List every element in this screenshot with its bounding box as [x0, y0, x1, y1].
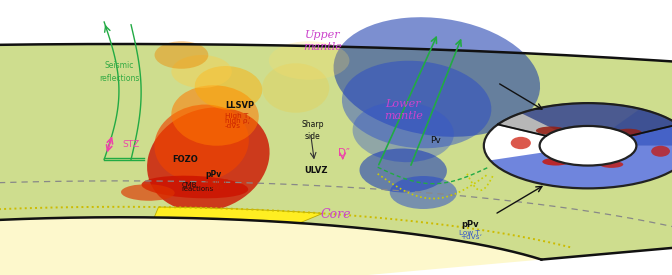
- Ellipse shape: [333, 17, 540, 137]
- Text: Low T,: Low T,: [459, 230, 482, 236]
- Text: pPv: pPv: [462, 220, 479, 229]
- Ellipse shape: [511, 137, 531, 149]
- Text: ULVZ: ULVZ: [304, 166, 327, 175]
- Text: Upper
mantle: Upper mantle: [303, 31, 342, 52]
- Ellipse shape: [360, 148, 447, 192]
- Text: LLSVP: LLSVP: [225, 101, 254, 110]
- Ellipse shape: [651, 146, 670, 157]
- Text: side: side: [304, 132, 321, 141]
- Text: High T,: High T,: [205, 179, 230, 185]
- Polygon shape: [490, 146, 672, 188]
- Ellipse shape: [171, 85, 259, 146]
- Ellipse shape: [195, 66, 262, 110]
- Ellipse shape: [269, 41, 349, 80]
- Ellipse shape: [121, 184, 175, 201]
- Ellipse shape: [155, 41, 208, 69]
- Text: CMB: CMB: [181, 182, 197, 188]
- Circle shape: [540, 126, 636, 166]
- Ellipse shape: [615, 129, 642, 136]
- Text: Core: Core: [321, 208, 351, 221]
- Text: Seismic: Seismic: [105, 61, 134, 70]
- Ellipse shape: [599, 161, 623, 168]
- Polygon shape: [154, 207, 323, 223]
- Polygon shape: [498, 103, 672, 136]
- Circle shape: [484, 103, 672, 188]
- Ellipse shape: [262, 63, 329, 113]
- Polygon shape: [0, 44, 672, 260]
- Text: reactions: reactions: [181, 186, 214, 192]
- Ellipse shape: [353, 102, 454, 162]
- Text: Pv: Pv: [430, 136, 441, 145]
- Polygon shape: [521, 103, 672, 146]
- Text: +dVs: +dVs: [460, 234, 480, 240]
- Ellipse shape: [390, 176, 457, 209]
- Text: +dVs: +dVs: [205, 184, 224, 190]
- Ellipse shape: [155, 104, 249, 182]
- Ellipse shape: [542, 158, 569, 166]
- Text: High T,: High T,: [225, 113, 251, 119]
- Text: high ρ,: high ρ,: [225, 118, 250, 124]
- Text: FOZO: FOZO: [172, 155, 198, 164]
- Text: -dVs: -dVs: [225, 123, 241, 129]
- Text: D″: D″: [338, 148, 350, 158]
- Polygon shape: [0, 217, 542, 275]
- Ellipse shape: [147, 108, 269, 211]
- Polygon shape: [612, 109, 672, 146]
- Text: Lower
mantle: Lower mantle: [384, 99, 423, 121]
- Ellipse shape: [171, 55, 232, 88]
- Text: pPv: pPv: [205, 170, 221, 179]
- Ellipse shape: [342, 61, 491, 148]
- Ellipse shape: [142, 176, 248, 198]
- Text: STZ: STZ: [122, 140, 140, 149]
- Text: Sharp: Sharp: [301, 120, 324, 129]
- Ellipse shape: [536, 126, 566, 135]
- Text: reflections: reflections: [99, 74, 140, 83]
